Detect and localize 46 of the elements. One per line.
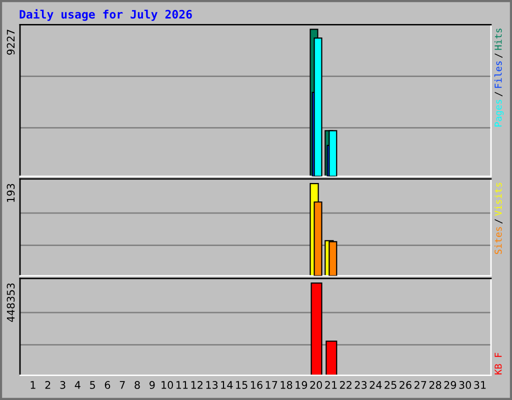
x-tick-label: 19 <box>296 381 308 389</box>
x-tick-label: 16 <box>250 381 262 389</box>
text: / <box>494 219 503 224</box>
x-tick-label: 5 <box>90 381 95 389</box>
x-tick-label: 8 <box>134 381 140 389</box>
x-tick-label: 4 <box>74 381 80 389</box>
x-tick-label: 17 <box>266 381 278 389</box>
x-tick-label: 1 <box>30 381 36 389</box>
text: Files <box>494 61 502 88</box>
text: Pages <box>494 100 504 126</box>
x-tick-label: 11 <box>176 381 188 389</box>
text: 448353 <box>6 283 15 322</box>
x-tick-label: 30 <box>459 381 472 389</box>
x-tick-label: 25 <box>384 381 396 389</box>
x-tick-label: 3 <box>60 381 66 389</box>
x-tick-label: 14 <box>221 381 233 389</box>
text: / <box>494 53 503 58</box>
x-tick-label: 2 <box>45 381 50 389</box>
text: 9227 <box>6 30 15 55</box>
chart-title: Daily usage for July 2026 <box>20 9 192 21</box>
text: 193 <box>6 184 15 202</box>
x-tick-label: 28 <box>429 381 442 389</box>
text: KB F <box>494 352 502 374</box>
x-tick-label: 27 <box>414 381 426 389</box>
text: Visits <box>494 182 502 216</box>
x-tick-label: 12 <box>191 381 202 389</box>
x-tick-label: 9 <box>150 381 155 389</box>
x-tick-label: 10 <box>162 381 173 389</box>
x-tick-label: 15 <box>236 381 248 389</box>
x-tick-label: 6 <box>104 381 110 389</box>
x-tick-label: 20 <box>310 381 322 389</box>
text: / <box>494 92 503 96</box>
x-tick-label: 21 <box>325 381 337 389</box>
x-tick-label: 13 <box>206 381 218 389</box>
bar <box>328 130 338 176</box>
x-tick-label: 26 <box>400 381 412 389</box>
bar <box>328 241 338 276</box>
x-tick-label: 18 <box>280 381 292 389</box>
x-tick-label: 22 <box>340 381 352 389</box>
x-tick-label: 23 <box>354 381 367 389</box>
x-tick-label: 29 <box>444 381 456 389</box>
x-tick-label: 31 <box>474 381 486 389</box>
x-tick-label: 24 <box>370 381 382 389</box>
x-tick-label: 7 <box>120 381 125 389</box>
text: Hits <box>494 28 502 50</box>
text: Sites <box>494 227 502 254</box>
